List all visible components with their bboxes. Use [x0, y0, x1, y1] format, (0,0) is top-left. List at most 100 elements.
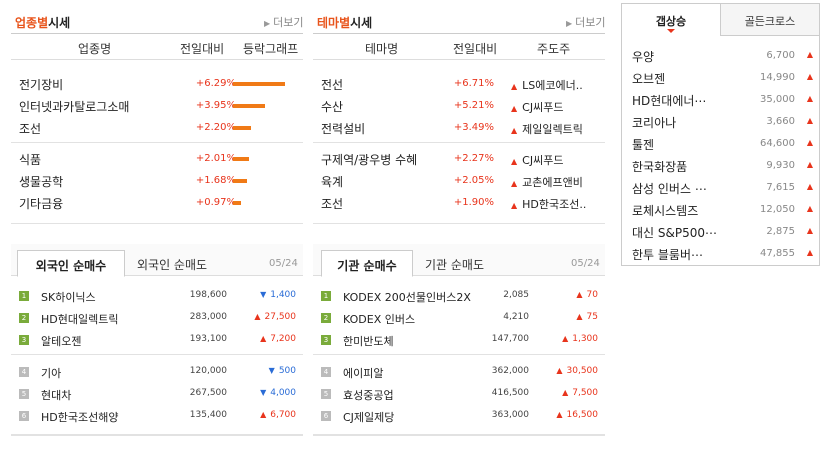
theme-more-link[interactable]: ▶ 더보기 — [566, 16, 606, 29]
theme-row[interactable]: 구제역/광우병 수혜 +2.27% ▲ CJ씨푸드 — [313, 148, 605, 170]
theme-name[interactable]: 구제역/광우병 수혜 — [321, 153, 418, 167]
theme-leader[interactable]: ▲ LS에코에너.. — [511, 77, 583, 93]
stock-row[interactable]: 2 HD현대일렉트릭 283,000 ▲ 27,500 — [11, 308, 303, 330]
theme-name[interactable]: 조선 — [321, 197, 344, 211]
stock-row[interactable]: 5 효성중공업 416,500 ▲ 7,500 — [313, 384, 605, 406]
stock-row[interactable]: 2 KODEX 인버스 4,210 ▲ 75 — [313, 308, 605, 330]
tab-foreign-sell[interactable]: 외국인 순매도 — [137, 258, 208, 272]
tab-institution-buy[interactable]: 기관 순매수 — [321, 250, 413, 277]
stock-name[interactable]: KODEX 200선물인버스2X — [343, 291, 471, 304]
theme-row[interactable]: 육계 +2.05% ▲ 교촌에프앤비 — [313, 170, 605, 192]
theme-leader-name[interactable]: 교촌에프앤비 — [522, 176, 583, 189]
sector-row[interactable]: 기타금융 +0.97% — [11, 192, 303, 214]
stock-name[interactable]: 기아 — [41, 367, 62, 380]
ranking-row[interactable]: 한국화장품 9,930 ▲ — [632, 155, 815, 177]
ranking-row[interactable]: 삼성 인버스 ⋯ 7,615 ▲ — [632, 177, 815, 199]
ranking-name[interactable]: 오브젠 — [632, 72, 666, 86]
theme-row[interactable]: 수산 +5.21% ▲ CJ씨푸드 — [313, 95, 605, 117]
theme-leader[interactable]: ▲ CJ씨푸드 — [511, 99, 563, 115]
stock-name[interactable]: 에이피알 — [343, 367, 384, 380]
ranking-row[interactable]: 코리아나 3,660 ▲ — [632, 111, 815, 133]
divider — [11, 354, 303, 355]
ranking-name[interactable]: HD현대에너⋯ — [632, 94, 707, 108]
theme-name[interactable]: 전력설비 — [321, 122, 366, 136]
stock-row[interactable]: 3 한미반도체 147,700 ▲ 1,300 — [313, 330, 605, 352]
stock-name[interactable]: HD한국조선해양 — [41, 411, 119, 424]
theme-name[interactable]: 전선 — [321, 78, 344, 92]
sector-more-link[interactable]: ▶ 더보기 — [264, 16, 304, 29]
divider — [313, 354, 605, 355]
stock-name[interactable]: 현대차 — [41, 389, 72, 402]
up-arrow-icon: ▲ — [562, 334, 569, 343]
ranking-name[interactable]: 대신 S&P500⋯ — [632, 226, 718, 240]
stock-diff-value: 30,500 — [566, 366, 599, 376]
sector-row[interactable]: 생물공학 +1.68% — [11, 170, 303, 192]
sector-name[interactable]: 기타금융 — [19, 197, 64, 211]
sector-name[interactable]: 조선 — [19, 122, 42, 136]
ranking-row[interactable]: 대신 S&P500⋯ 2,875 ▲ — [632, 221, 815, 243]
stock-value: 147,700 — [491, 334, 529, 344]
tab-gap-up[interactable]: 갭상승 — [622, 4, 721, 36]
ranking-row[interactable]: 로체시스템즈 12,050 ▲ — [632, 199, 815, 221]
stock-name[interactable]: 효성중공업 — [343, 389, 394, 402]
sector-row[interactable]: 인터넷과카탈로그소매 +3.95% — [11, 95, 303, 117]
theme-name[interactable]: 육계 — [321, 175, 344, 189]
sector-name[interactable]: 전기장비 — [19, 78, 64, 92]
ranking-name[interactable]: 로체시스템즈 — [632, 204, 699, 218]
ranking-row[interactable]: 툴젠 64,600 ▲ — [632, 133, 815, 155]
ranking-row[interactable]: HD현대에너⋯ 35,000 ▲ — [632, 89, 815, 111]
ranking-name[interactable]: 한국화장품 — [632, 160, 688, 174]
ranking-row[interactable]: 오브젠 14,990 ▲ — [632, 67, 815, 89]
sector-change: +2.20% — [195, 122, 236, 133]
stock-row[interactable]: 4 에이피알 362,000 ▲ 30,500 — [313, 362, 605, 384]
sector-name[interactable]: 식품 — [19, 153, 42, 167]
stock-name[interactable]: SK하이닉스 — [41, 291, 96, 304]
stock-row[interactable]: 5 현대차 267,500 ▼ 4,000 — [11, 384, 303, 406]
sector-name[interactable]: 인터넷과카탈로그소매 — [19, 100, 130, 114]
tab-golden-cross[interactable]: 골든크로스 — [721, 4, 819, 36]
stock-name[interactable]: 알테오젠 — [41, 335, 82, 348]
theme-leader-name[interactable]: 제일일렉트릭 — [522, 123, 583, 136]
theme-leader-name[interactable]: CJ씨푸드 — [522, 101, 564, 114]
ranking-name[interactable]: 코리아나 — [632, 116, 677, 130]
ranking-name[interactable]: 우양 — [632, 50, 655, 64]
theme-name[interactable]: 수산 — [321, 100, 344, 114]
ranking-name[interactable]: 한투 블룸버⋯ — [632, 248, 704, 262]
tab-foreign-buy[interactable]: 외국인 순매수 — [17, 250, 125, 277]
stock-row[interactable]: 6 HD한국조선해양 135,400 ▲ 6,700 — [11, 406, 303, 428]
rank-badge: 1 — [19, 291, 29, 301]
stock-name[interactable]: HD현대일렉트릭 — [41, 313, 119, 326]
ranking-name[interactable]: 툴젠 — [632, 138, 655, 152]
theme-leader[interactable]: ▲ 제일일렉트릭 — [511, 121, 583, 137]
theme-leader[interactable]: ▲ CJ씨푸드 — [511, 152, 563, 168]
stock-name[interactable]: 한미반도체 — [343, 335, 394, 348]
theme-leader-name[interactable]: LS에코에너.. — [522, 79, 583, 92]
sector-row[interactable]: 전기장비 +6.29% — [11, 73, 303, 95]
theme-leader[interactable]: ▲ HD한국조선.. — [511, 196, 586, 212]
stock-row[interactable]: 4 기아 120,000 ▼ 500 — [11, 362, 303, 384]
stock-row[interactable]: 3 알테오젠 193,100 ▲ 7,200 — [11, 330, 303, 352]
sector-row[interactable]: 식품 +2.01% — [11, 148, 303, 170]
theme-row[interactable]: 전선 +6.71% ▲ LS에코에너.. — [313, 73, 605, 95]
ranking-name[interactable]: 삼성 인버스 ⋯ — [632, 182, 707, 196]
theme-row[interactable]: 조선 +1.90% ▲ HD한국조선.. — [313, 192, 605, 214]
sector-change-bar — [233, 126, 251, 130]
stock-name[interactable]: CJ제일제당 — [343, 411, 395, 424]
sector-row[interactable]: 조선 +2.20% — [11, 117, 303, 139]
sector-title[interactable]: 업종별시세 — [15, 16, 71, 30]
stock-name[interactable]: KODEX 인버스 — [343, 313, 416, 326]
theme-leader-name[interactable]: CJ씨푸드 — [522, 154, 564, 167]
stock-diff: ▼ 500 — [236, 366, 296, 376]
theme-title[interactable]: 테마별시세 — [317, 16, 373, 30]
stock-row[interactable]: 1 SK하이닉스 198,600 ▼ 1,400 — [11, 286, 303, 308]
ranking-row[interactable]: 한투 블룸버⋯ 47,855 ▲ — [632, 243, 815, 265]
theme-leader-name[interactable]: HD한국조선.. — [522, 198, 587, 211]
theme-leader[interactable]: ▲ 교촌에프앤비 — [511, 174, 583, 190]
tab-institution-sell[interactable]: 기관 순매도 — [425, 258, 485, 272]
stock-row[interactable]: 1 KODEX 200선물인버스2X 2,085 ▲ 70 — [313, 286, 605, 308]
stock-row[interactable]: 6 CJ제일제당 363,000 ▲ 16,500 — [313, 406, 605, 428]
ranking-row[interactable]: 우양 6,700 ▲ — [632, 45, 815, 67]
theme-row[interactable]: 전력설비 +3.49% ▲ 제일일렉트릭 — [313, 117, 605, 139]
stock-value: 120,000 — [189, 366, 227, 376]
sector-name[interactable]: 생물공학 — [19, 175, 64, 189]
